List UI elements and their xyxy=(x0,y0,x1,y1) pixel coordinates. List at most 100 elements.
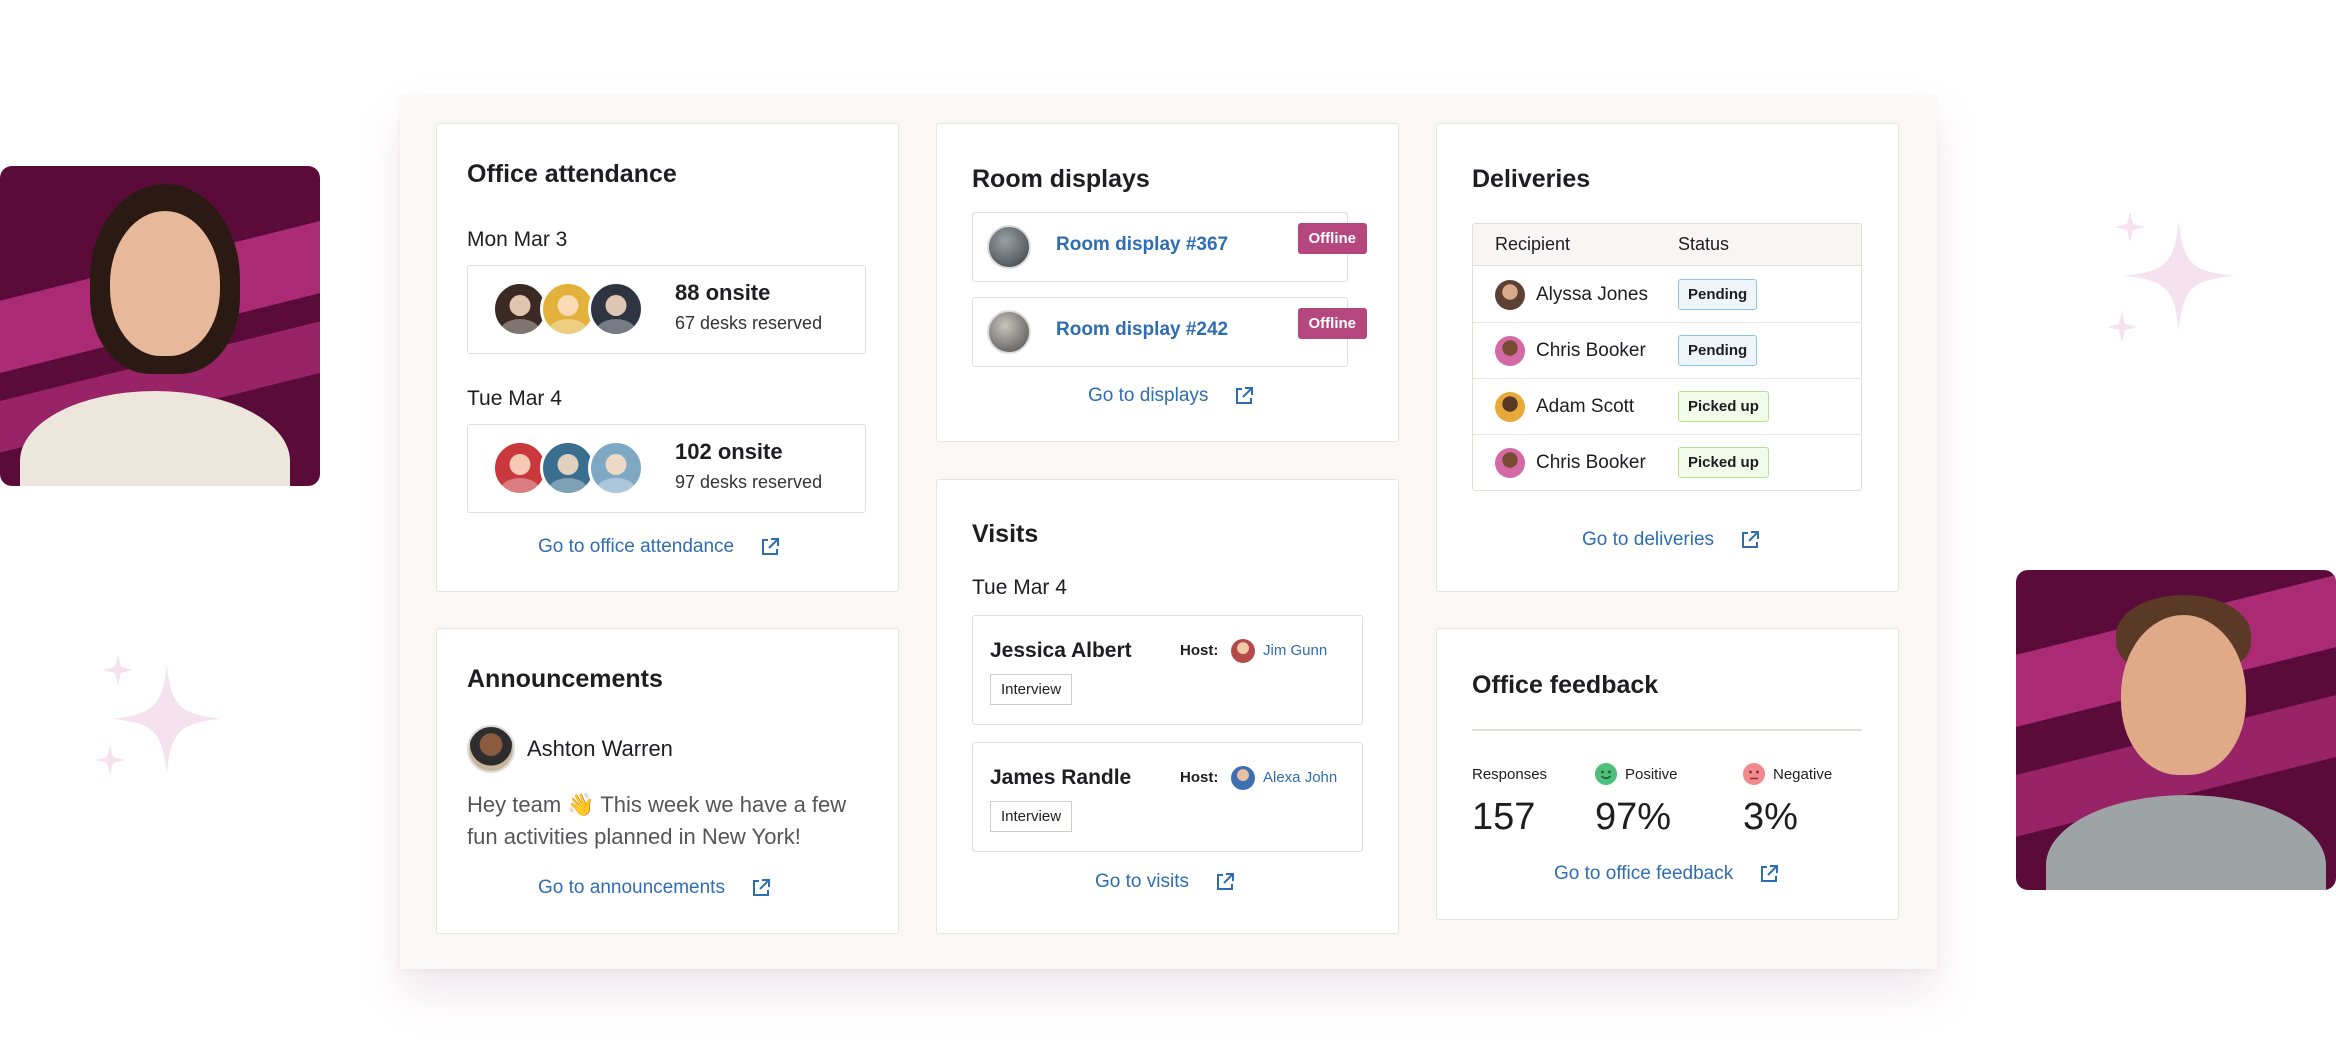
stat-value: 157 xyxy=(1472,796,1536,838)
avatar xyxy=(467,725,515,773)
author-name: Ashton Warren xyxy=(527,736,673,761)
table-row[interactable]: Chris Booker Pending xyxy=(1473,323,1861,379)
card-title: Room displays xyxy=(972,165,1150,193)
status-badge: Pending xyxy=(1678,279,1758,310)
visit-type-tag: Interview xyxy=(990,801,1073,832)
status-badge: Pending xyxy=(1678,335,1758,366)
visits-card: Visits Tue Mar 4 Jessica Albert Intervie… xyxy=(936,479,1399,934)
man-photo xyxy=(2016,570,2336,890)
go-to-office-feedback-link[interactable]: Go to office feedback xyxy=(1554,863,1779,885)
card-title: Office feedback xyxy=(1472,671,1659,699)
avatar xyxy=(1495,336,1525,366)
card-title: Announcements xyxy=(467,665,663,693)
avatar xyxy=(1231,639,1255,663)
card-title: Deliveries xyxy=(1472,165,1591,193)
external-link-icon xyxy=(752,879,770,896)
smile-icon xyxy=(1595,763,1617,785)
go-to-announcements-link[interactable]: Go to announcements xyxy=(538,877,771,899)
visitor-name: Jessica Albert xyxy=(990,639,1132,662)
link-label: Go to visits xyxy=(1095,871,1189,892)
recipient-name: Alyssa Jones xyxy=(1536,284,1648,305)
stat-label: Positive xyxy=(1595,762,1678,786)
recipient-name: Chris Booker xyxy=(1536,340,1646,361)
visit-row[interactable]: Jessica Albert Interview Host: Jim Gunn xyxy=(972,615,1363,725)
attendance-summary[interactable]: 88 onsite 67 desks reserved xyxy=(467,265,866,354)
stat-label: Responses xyxy=(1472,765,1548,783)
go-to-office-attendance-link[interactable]: Go to office attendance xyxy=(538,536,780,558)
avatar xyxy=(492,281,548,337)
room-thumbnail xyxy=(987,225,1031,269)
external-link-icon xyxy=(762,538,780,555)
status-badge: Picked up xyxy=(1678,391,1769,422)
host-link[interactable]: Jim Gunn xyxy=(1263,642,1328,659)
card-title: Office attendance xyxy=(467,160,677,188)
avatar xyxy=(1231,766,1255,790)
negative-stat: Negative 3% xyxy=(1743,762,1832,839)
woman-photo xyxy=(0,166,320,486)
room-display-row[interactable]: Room display #242 Offline xyxy=(972,297,1367,367)
host-label: Host: xyxy=(1180,642,1219,659)
avatar-group xyxy=(492,281,644,337)
sparkle-icon xyxy=(2107,212,2234,342)
room-display-row[interactable]: Room display #367 Offline xyxy=(972,212,1367,282)
stat-label: Negative xyxy=(1743,762,1832,786)
office-attendance-card: Office attendance Mon Mar 3 88 onsite 67… xyxy=(436,123,899,592)
date-label: Mon Mar 3 xyxy=(467,228,568,251)
deliveries-card: Deliveries Recipient Status Alyssa Jones… xyxy=(1436,123,1899,592)
announcement-body: Hey team 👋 This week we have a few fun a… xyxy=(467,792,847,849)
room-display-link[interactable]: Room display #367 xyxy=(1056,234,1229,255)
desks-reserved: 97 desks reserved xyxy=(675,472,823,492)
recipient-name: Chris Booker xyxy=(1536,452,1646,473)
host-label: Host: xyxy=(1180,769,1219,786)
table-row[interactable]: Alyssa Jones Pending xyxy=(1473,267,1861,323)
onsite-count: 88 onsite xyxy=(675,280,771,305)
table-header: Recipient Status xyxy=(1473,224,1861,266)
link-label: Go to deliveries xyxy=(1582,529,1715,550)
table-row[interactable]: Adam Scott Picked up xyxy=(1473,379,1861,435)
avatar xyxy=(588,281,644,337)
link-label: Go to announcements xyxy=(538,877,725,898)
link-label: Go to displays xyxy=(1088,385,1209,406)
external-link-icon xyxy=(1742,531,1760,548)
announcements-card: Announcements Ashton Warren Hey team 👋 T… xyxy=(436,628,899,934)
avatar-group xyxy=(492,440,644,496)
office-feedback-card: Office feedback Responses 157 Positive 9… xyxy=(1436,628,1899,920)
onsite-count: 102 onsite xyxy=(675,439,783,464)
column-header: Status xyxy=(1678,234,1730,254)
link-label: Go to office attendance xyxy=(538,536,735,557)
date-label: Tue Mar 4 xyxy=(467,387,562,410)
positive-stat: Positive 97% xyxy=(1595,762,1678,839)
card-title: Visits xyxy=(972,520,1039,548)
deliveries-table: Recipient Status Alyssa Jones Pending Ch… xyxy=(1472,223,1862,491)
go-to-visits-link[interactable]: Go to visits xyxy=(1095,871,1235,893)
avatar xyxy=(540,281,596,337)
room-thumbnail xyxy=(987,310,1031,354)
responses-stat: Responses 157 xyxy=(1472,762,1547,839)
external-link-icon xyxy=(1761,865,1779,882)
status-badge: Picked up xyxy=(1678,447,1769,478)
stat-value: 97% xyxy=(1595,796,1672,838)
attendance-summary[interactable]: 102 onsite 97 desks reserved xyxy=(467,424,866,513)
go-to-displays-link[interactable]: Go to displays xyxy=(1088,385,1254,407)
status-badge: Offline xyxy=(1297,223,1367,254)
table-row[interactable]: Chris Booker Picked up xyxy=(1473,435,1861,491)
host-link[interactable]: Alexa John xyxy=(1263,769,1338,786)
room-displays-card: Room displays Room display #367 Offline … xyxy=(936,123,1399,442)
go-to-deliveries-link[interactable]: Go to deliveries xyxy=(1582,529,1760,551)
date-label: Tue Mar 4 xyxy=(972,576,1067,599)
sparkle-icon xyxy=(95,655,222,775)
external-link-icon xyxy=(1236,387,1254,404)
frown-icon xyxy=(1743,763,1765,785)
column-header: Recipient xyxy=(1495,234,1571,254)
avatar xyxy=(1495,280,1525,310)
external-link-icon xyxy=(1216,873,1234,890)
avatar xyxy=(1495,392,1525,422)
avatar xyxy=(492,440,548,496)
visit-row[interactable]: James Randle Interview Host: Alexa John xyxy=(972,742,1363,852)
visit-type-tag: Interview xyxy=(990,674,1073,705)
status-badge: Offline xyxy=(1297,308,1367,339)
stat-value: 3% xyxy=(1743,796,1798,838)
room-display-link[interactable]: Room display #242 xyxy=(1056,319,1229,340)
desks-reserved: 67 desks reserved xyxy=(675,313,823,333)
